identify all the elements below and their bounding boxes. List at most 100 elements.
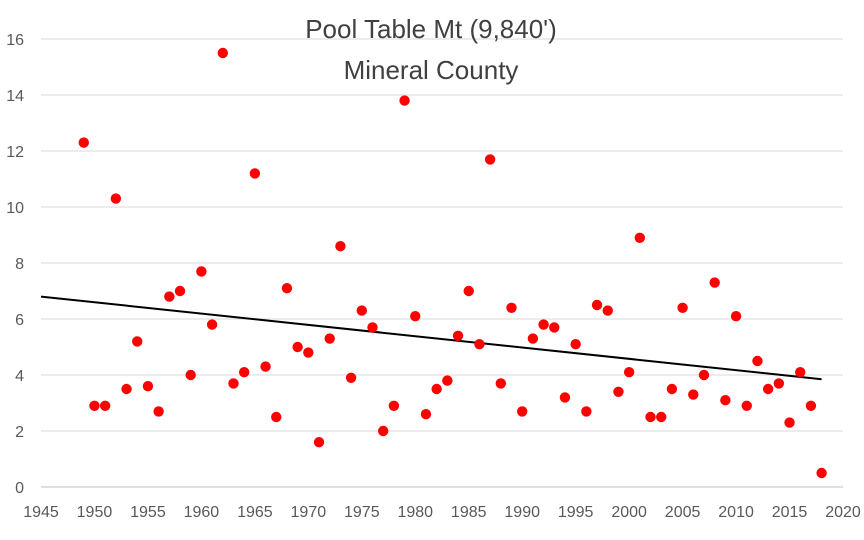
- data-point: [217, 47, 228, 59]
- data-point: [174, 285, 186, 297]
- data-point: [805, 400, 817, 411]
- data-point: [228, 378, 239, 389]
- x-tick-label: 1945: [23, 504, 59, 521]
- data-point: [260, 361, 271, 372]
- data-point: [78, 137, 89, 148]
- data-point: [474, 339, 485, 350]
- x-tick-label: 1990: [504, 504, 540, 521]
- x-tick-label: 2020: [825, 504, 861, 521]
- x-tick-label: 1970: [291, 504, 327, 521]
- data-point: [206, 319, 218, 330]
- y-tick-label: 16: [6, 32, 24, 49]
- data-point: [452, 330, 464, 341]
- data-point: [816, 467, 827, 479]
- data-point: [795, 367, 806, 378]
- chart-subtitle: Mineral County: [344, 55, 519, 85]
- data-point: [238, 367, 250, 378]
- data-point: [356, 305, 367, 316]
- y-tick-label: 12: [6, 144, 24, 161]
- gridlines: [41, 38, 843, 488]
- data-point: [367, 322, 378, 333]
- y-tick-label: 0: [15, 480, 24, 497]
- trendline-layer: [40, 295, 822, 381]
- data-point: [581, 406, 592, 417]
- data-point: [698, 369, 710, 381]
- data-point: [752, 355, 763, 367]
- data-point: [292, 341, 303, 353]
- data-point: [773, 378, 785, 389]
- data-point: [164, 291, 175, 302]
- x-tick-label: 1950: [77, 504, 113, 521]
- data-point: [377, 425, 389, 437]
- data-point: [313, 437, 325, 448]
- data-point: [185, 369, 196, 381]
- data-point: [345, 372, 357, 383]
- x-tick-label: 1955: [130, 504, 166, 521]
- y-tick-label: 2: [15, 424, 24, 441]
- data-point: [142, 381, 154, 392]
- data-point: [784, 417, 795, 428]
- x-tick-label: 1965: [237, 504, 273, 521]
- data-point: [196, 266, 207, 277]
- data-point: [420, 409, 432, 420]
- data-point: [688, 389, 699, 400]
- data-point: [132, 336, 143, 347]
- data-point: [645, 411, 656, 423]
- data-point: [89, 400, 100, 411]
- data-point: [570, 339, 581, 350]
- x-tick-label: 1985: [451, 504, 487, 521]
- x-tick-label: 2005: [665, 504, 701, 521]
- chart-title: Pool Table Mt (9,840'): [305, 14, 557, 44]
- data-point: [110, 193, 122, 204]
- data-point: [484, 154, 496, 165]
- y-tick-label: 10: [6, 200, 24, 217]
- data-point: [549, 322, 560, 333]
- data-point: [495, 378, 507, 389]
- data-point: [463, 285, 474, 297]
- data-point: [666, 383, 678, 395]
- data-point: [623, 367, 635, 378]
- y-tick-label: 6: [15, 312, 24, 329]
- x-tick-label: 1995: [558, 504, 594, 521]
- data-point: [335, 241, 346, 252]
- y-tick-label: 14: [6, 88, 24, 105]
- data-point: [538, 319, 549, 330]
- data-point: [613, 386, 624, 397]
- data-point: [656, 411, 667, 423]
- data-point: [442, 375, 453, 386]
- data-point: [730, 311, 742, 322]
- data-point: [410, 311, 421, 322]
- data-point: [99, 400, 111, 411]
- data-point: [388, 400, 400, 411]
- data-points: [78, 47, 827, 479]
- x-axis-ticks: 1945 1950 1955 1960 1965 1970 1975 1980 1985 1990…: [23, 504, 861, 521]
- data-point: [303, 347, 314, 358]
- y-tick-label: 8: [15, 256, 24, 273]
- data-point: [591, 299, 603, 311]
- linear-trendline: [40, 295, 822, 381]
- data-point: [281, 283, 293, 294]
- x-tick-label: 2015: [772, 504, 808, 521]
- data-point: [506, 302, 517, 313]
- data-point: [741, 400, 752, 411]
- x-tick-label: 1980: [397, 504, 433, 521]
- data-point: [399, 95, 410, 106]
- data-point: [634, 232, 646, 243]
- data-point: [431, 383, 442, 395]
- data-point: [121, 383, 132, 395]
- data-point: [517, 406, 528, 417]
- x-tick-label: 1960: [184, 504, 220, 521]
- data-point: [677, 302, 688, 313]
- x-tick-label: 2010: [718, 504, 754, 521]
- data-point: [527, 333, 539, 344]
- x-tick-label: 2000: [611, 504, 647, 521]
- data-point: [324, 333, 335, 344]
- data-point: [720, 395, 731, 406]
- y-axis-ticks: 0 2 4 6 8 10 12 14 16: [6, 32, 24, 497]
- data-point: [709, 277, 720, 288]
- data-point: [153, 406, 164, 417]
- data-point: [559, 392, 571, 403]
- data-point: [249, 168, 261, 179]
- y-tick-label: 4: [15, 368, 24, 385]
